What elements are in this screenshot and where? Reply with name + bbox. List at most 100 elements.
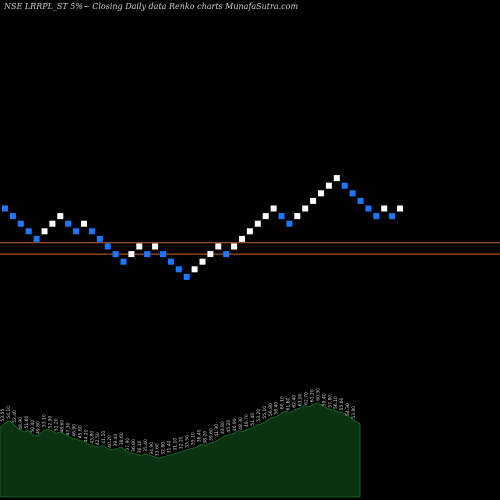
volume-label: 55.10	[262, 406, 268, 419]
volume-label: 53.80	[351, 406, 357, 419]
volume-label: 37.90	[125, 438, 131, 451]
volume-label: 36.40	[196, 429, 202, 442]
renko-brick-down	[183, 273, 190, 280]
renko-brick-down	[9, 213, 16, 220]
renko-bricks	[2, 175, 403, 280]
renko-brick-up	[262, 213, 269, 220]
renko-brick-up	[128, 251, 135, 258]
renko-brick-down	[349, 190, 356, 197]
renko-brick-up	[254, 220, 261, 227]
volume-label: 63.90	[298, 393, 304, 406]
volume-label: 53.55	[0, 409, 6, 422]
renko-brick-up	[325, 182, 332, 189]
volume-label: 62.70	[303, 392, 309, 405]
volume-label: 48.90	[18, 417, 24, 430]
renko-brick-down	[33, 235, 40, 242]
volume-label: 56.10	[333, 396, 339, 409]
volume-label: 51.40	[250, 413, 256, 426]
volume-label: 53.10	[42, 414, 48, 427]
renko-brick-down	[2, 205, 8, 212]
volume-label: 50.40	[30, 420, 36, 433]
renko-brick-down	[73, 228, 80, 235]
renko-brick-up	[136, 243, 143, 250]
renko-brick-up	[199, 258, 206, 265]
volume-label: 53.20	[256, 409, 262, 422]
renko-brick-down	[167, 258, 174, 265]
renko-brick-up	[49, 220, 56, 227]
renko-brick-down	[286, 220, 293, 227]
volume-label: 51.60	[24, 415, 30, 428]
volume-label: 45.60	[77, 425, 83, 438]
renko-brick-down	[160, 251, 166, 258]
volume-label: 38.20	[202, 431, 208, 444]
volume-label: 39.60	[208, 428, 214, 441]
volume-label: 49.70	[244, 414, 250, 427]
volume-label: 36.80	[131, 439, 137, 452]
chart-title: NSE LRRPL_ST 5%~ Closing Daily data Renk…	[3, 2, 298, 11]
renko-brick-up	[191, 266, 198, 273]
volume-label: 34.90	[149, 442, 155, 455]
volume-label: 33.60	[155, 443, 161, 456]
reference-lines	[0, 242, 500, 255]
renko-brick-down	[88, 228, 95, 235]
renko-brick-up	[294, 213, 301, 220]
renko-brick-up	[318, 190, 324, 197]
renko-brick-up	[81, 220, 87, 227]
renko-brick-up	[270, 205, 277, 212]
renko-brick-up	[41, 228, 48, 235]
volume-label: 51.20	[54, 418, 60, 431]
volume-label: 61.20	[309, 389, 315, 402]
renko-brick-down	[365, 205, 372, 212]
volume-label: 38.60	[119, 432, 125, 445]
volume-label: 33.50	[185, 435, 191, 448]
renko-brick-down	[373, 213, 380, 220]
renko-brick-up	[302, 205, 309, 212]
volume-label: 45.20	[226, 420, 232, 433]
renko-brick-up	[207, 251, 214, 258]
volume-label: 36.10	[137, 440, 143, 453]
renko-brick-down	[17, 220, 24, 227]
volume-label: 43.80	[89, 431, 95, 444]
volume-label: 57.80	[327, 395, 333, 408]
volume-label: 40.20	[107, 435, 113, 448]
volume-label: 52.90	[48, 415, 54, 428]
volume-label: 48.60	[60, 420, 66, 433]
renko-brick-down	[112, 251, 119, 258]
volume-label: 47.30	[66, 422, 72, 435]
renko-brick-down	[104, 243, 111, 250]
volume-label: 58.40	[274, 402, 280, 415]
renko-brick-up	[246, 228, 253, 235]
volume-label: 46.90	[71, 424, 77, 437]
renko-brick-down	[175, 266, 182, 273]
volume-area	[0, 402, 361, 498]
volume-label: 61.60	[286, 397, 292, 410]
renko-brick-up	[215, 243, 222, 250]
volume-label: 52.40	[12, 410, 18, 423]
volume-label: 59.40	[321, 393, 327, 406]
volume-label: 48.30	[238, 417, 244, 430]
renko-brick-up	[381, 205, 388, 212]
volume-label: 60.10	[280, 396, 286, 409]
renko-brick-down	[25, 228, 32, 235]
renko-brick-down	[223, 251, 230, 258]
volume-label: 41.10	[101, 431, 107, 444]
renko-brick-up	[333, 175, 340, 182]
volume-label: 62.40	[292, 395, 298, 408]
volume-label: 32.20	[179, 436, 185, 449]
volume-label: 39.40	[113, 433, 119, 446]
renko-brick-down	[389, 213, 396, 220]
volume-label: 35.10	[190, 432, 196, 445]
volume-label: 42.50	[95, 432, 101, 445]
renko-brick-down	[278, 213, 285, 220]
renko-brick-up	[397, 205, 403, 212]
volume-label: 35.40	[143, 439, 149, 452]
volume-label: 31.40	[167, 440, 173, 453]
volume-label: 56.80	[268, 403, 274, 416]
volume-label: 55.60	[339, 397, 345, 410]
renko-brick-up	[310, 197, 317, 204]
volume-label: 60.30	[315, 388, 321, 401]
volume-label: 32.80	[161, 442, 167, 455]
volume-label: 31.10	[173, 438, 179, 451]
